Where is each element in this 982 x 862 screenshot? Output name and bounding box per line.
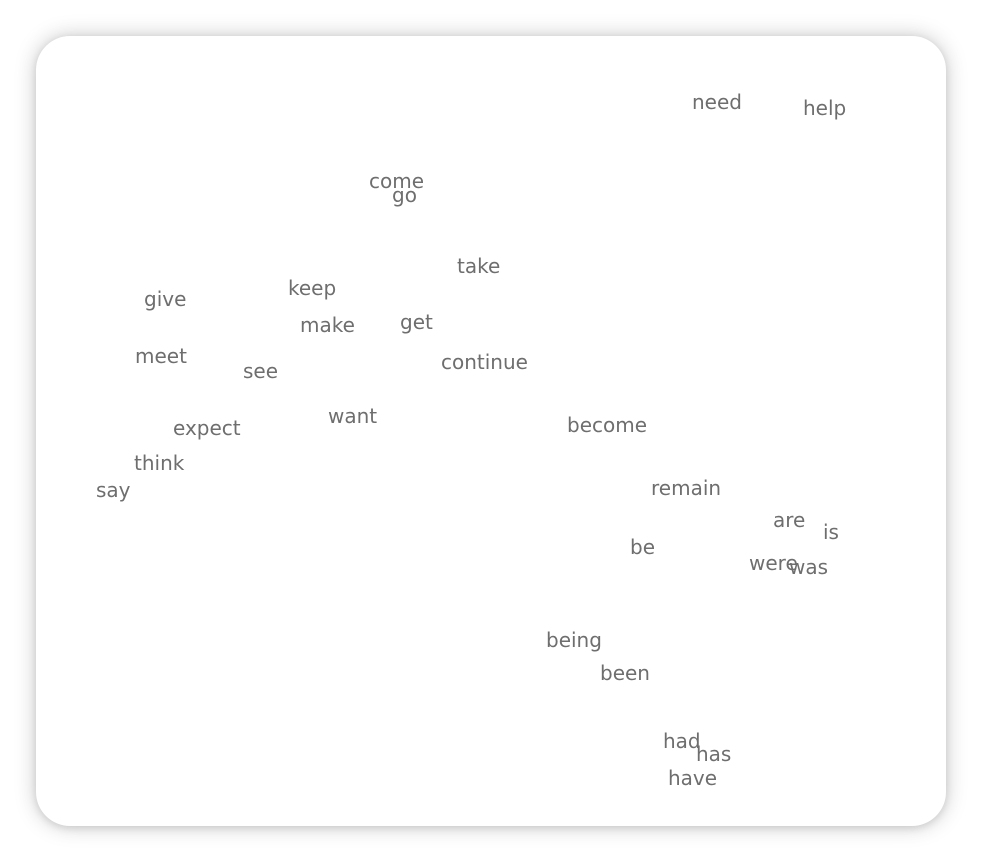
word-label: keep <box>288 276 337 300</box>
word-label: is <box>823 520 839 544</box>
word-label: expect <box>173 416 241 440</box>
word-label: go <box>392 183 417 207</box>
word-label: was <box>789 555 829 579</box>
word-label: want <box>328 404 378 428</box>
word-label: being <box>546 628 602 652</box>
word-label: help <box>803 96 847 120</box>
word-label: think <box>134 451 185 475</box>
word-label: are <box>773 508 806 532</box>
word-label: see <box>243 359 279 383</box>
word-embedding-canvas: need help come go take keep give make ge… <box>36 36 946 826</box>
word-label: meet <box>135 344 187 368</box>
word-label: come <box>369 169 425 193</box>
word-label: take <box>457 254 501 278</box>
word-label: say <box>96 478 131 502</box>
word-label: become <box>567 413 648 437</box>
word-label: continue <box>441 350 528 374</box>
word-label: be <box>630 535 655 559</box>
word-label: been <box>600 661 650 685</box>
word-label: make <box>300 313 355 337</box>
word-label: were <box>749 551 798 575</box>
word-label: has <box>696 742 732 766</box>
word-label: get <box>400 310 433 334</box>
word-label: have <box>668 766 718 790</box>
word-label: remain <box>651 476 722 500</box>
word-label: need <box>692 90 742 114</box>
word-label: give <box>144 287 187 311</box>
word-label: had <box>663 729 701 753</box>
